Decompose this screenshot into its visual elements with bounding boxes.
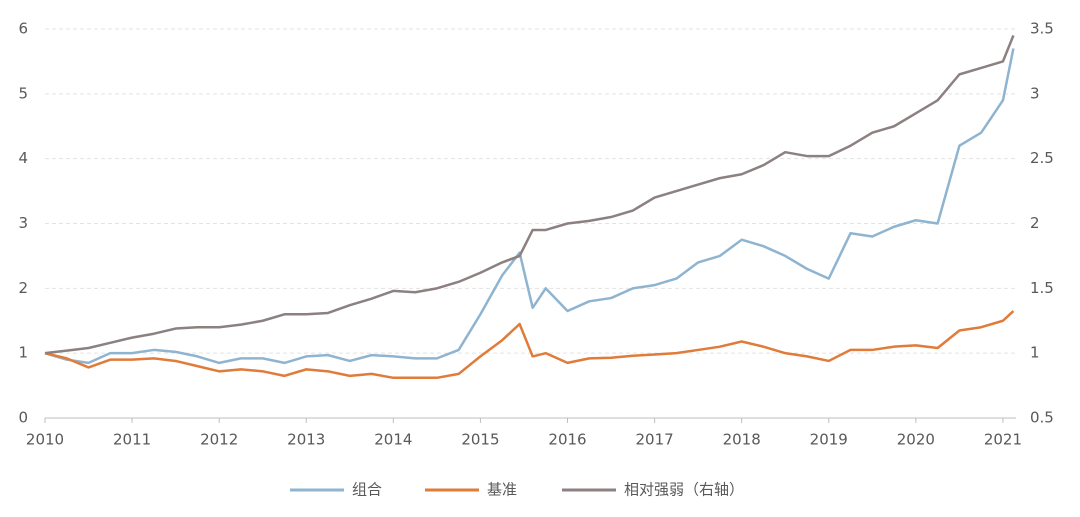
x-tick-label: 2019 <box>810 431 848 449</box>
y-tick-label: 4 <box>18 149 28 167</box>
series-line <box>44 48 1015 365</box>
y2-tick-label: 2 <box>1030 214 1040 232</box>
y2-tick-label: 0.5 <box>1030 409 1054 427</box>
series-line <box>44 310 1015 380</box>
x-tick-label: 2011 <box>113 431 151 449</box>
y-tick-label: 2 <box>18 279 28 297</box>
x-tick-label: 2017 <box>636 431 674 449</box>
y2-tick-label: 1.5 <box>1030 279 1054 297</box>
x-tick-label: 2014 <box>374 431 412 449</box>
y-tick-label: 6 <box>18 20 28 38</box>
legend-label: 基准 <box>487 481 517 499</box>
legend-label: 组合 <box>352 481 382 499</box>
y-tick-label: 0 <box>18 409 28 427</box>
y-tick-label: 5 <box>18 84 28 102</box>
series-line <box>44 35 1015 355</box>
x-tick-label: 2016 <box>548 431 586 449</box>
x-tick-label: 2021 <box>984 431 1022 449</box>
x-tick-label: 2020 <box>897 431 935 449</box>
y2-tick-label: 1 <box>1030 344 1040 362</box>
y2-tick-label: 3 <box>1030 84 1040 102</box>
x-tick-label: 2012 <box>200 431 238 449</box>
legend-label: 相对强弱（右轴） <box>624 481 744 499</box>
x-tick-label: 2015 <box>461 431 499 449</box>
x-tick-label: 2010 <box>26 431 64 449</box>
y-tick-label: 3 <box>18 214 28 232</box>
x-tick-label: 2018 <box>723 431 761 449</box>
y2-tick-label: 2.5 <box>1030 149 1054 167</box>
y-tick-label: 1 <box>18 344 28 362</box>
y2-tick-label: 3.5 <box>1030 20 1054 38</box>
x-tick-label: 2013 <box>287 431 325 449</box>
